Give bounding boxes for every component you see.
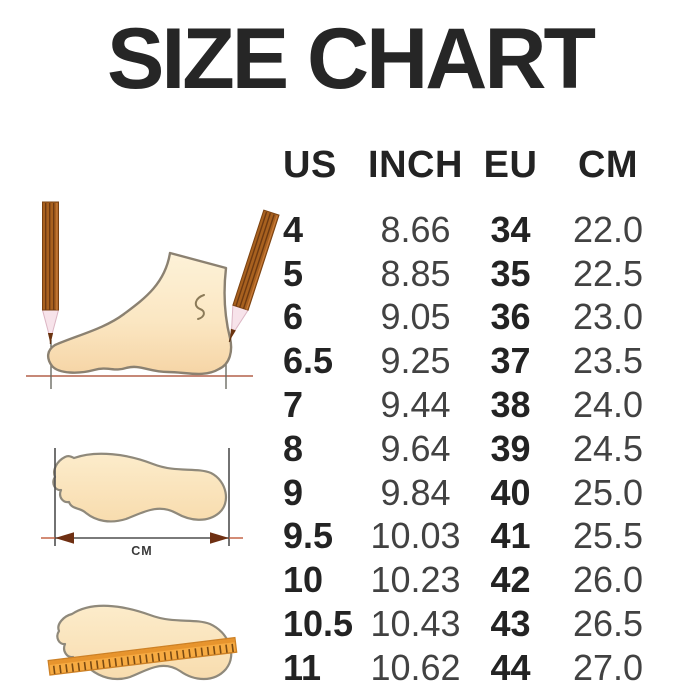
table-row: 9.5 10.03 41 25.5 xyxy=(283,515,673,559)
table-cell: 10 xyxy=(283,559,324,601)
ankle-line xyxy=(194,294,205,320)
table-cell: 5 xyxy=(283,252,304,294)
table-cell: 37 xyxy=(490,340,531,382)
table-cell: 4 xyxy=(283,208,304,250)
table-cell: 9.64 xyxy=(380,427,451,469)
ruler-icon xyxy=(47,636,238,676)
page-title: SIZE CHART xyxy=(107,11,596,107)
footprint-ruler-illustration xyxy=(47,604,238,681)
table-row: 8 9.64 39 24.5 xyxy=(283,427,673,471)
table-row: 10 10.23 42 26.0 xyxy=(283,558,673,602)
table-cell: 11 xyxy=(283,646,322,688)
table-cell: 9.05 xyxy=(380,296,451,338)
size-table-body: 4 8.66 34 22.0 5 8.85 35 22.5 6 9.05 36 23.0 6.5 9.25… xyxy=(283,208,673,690)
foot-measure-illustration xyxy=(26,201,280,389)
table-cell: 22.0 xyxy=(572,208,644,250)
table-header-row: US INCH EU CM xyxy=(283,142,673,188)
table-cell: 6 xyxy=(283,296,304,338)
table-cell: 40 xyxy=(490,471,531,513)
table-row: 5 8.85 35 22.5 xyxy=(283,252,673,296)
table-cell: 44 xyxy=(490,646,531,688)
table-row: 10.5 10.43 43 26.5 xyxy=(283,602,673,646)
table-row: 9 9.84 40 25.0 xyxy=(283,471,673,515)
table-cell: 35 xyxy=(490,252,531,294)
table-cell: 10.23 xyxy=(370,559,461,601)
table-row: 6 9.05 36 23.0 xyxy=(283,296,673,340)
column-header-eu: EU xyxy=(483,144,538,186)
table-cell: 10.43 xyxy=(370,603,461,645)
table-cell: 10.62 xyxy=(370,646,461,688)
table-cell: 41 xyxy=(490,515,531,557)
table-cell: 6.5 xyxy=(283,340,334,382)
table-cell: 22.5 xyxy=(572,252,644,294)
cm-unit-label: CM xyxy=(131,544,152,558)
table-row: 6.5 9.25 37 23.5 xyxy=(283,339,673,383)
table-cell: 34 xyxy=(490,208,531,250)
table-row: 11 10.62 44 27.0 xyxy=(283,646,673,690)
column-header-us: US xyxy=(283,144,337,186)
table-cell: 9.84 xyxy=(380,471,451,513)
column-header-cm: CM xyxy=(577,144,639,186)
table-row: 7 9.44 38 24.0 xyxy=(283,383,673,427)
table-cell: 23.0 xyxy=(572,296,644,338)
table-cell: 38 xyxy=(490,384,531,426)
pencil-icon xyxy=(228,209,280,343)
table-cell: 24.5 xyxy=(572,427,644,469)
table-row: 4 8.66 34 22.0 xyxy=(283,208,673,252)
table-cell: 36 xyxy=(490,296,531,338)
column-header-inch: INCH xyxy=(368,144,463,186)
table-cell: 26.5 xyxy=(572,603,644,645)
footprint-length-illustration: CM xyxy=(41,448,243,558)
table-cell: 9.5 xyxy=(283,515,334,557)
table-cell: 9.25 xyxy=(380,340,451,382)
table-cell: 39 xyxy=(490,427,531,469)
foot-side-icon xyxy=(47,251,233,376)
table-cell: 25.5 xyxy=(572,515,644,557)
size-table: US INCH EU CM 4 8.66 34 22.0 5 8.85 35 22.5 6 9.0… xyxy=(283,142,673,690)
table-cell: 26.0 xyxy=(572,559,644,601)
table-cell: 27.0 xyxy=(572,646,644,688)
table-cell: 24.0 xyxy=(572,384,644,426)
table-cell: 7 xyxy=(283,384,304,426)
table-cell: 42 xyxy=(490,559,531,601)
measure-arrow-icon xyxy=(41,532,243,544)
table-cell: 43 xyxy=(490,603,531,645)
table-cell: 23.5 xyxy=(572,340,644,382)
table-cell: 8.85 xyxy=(380,252,451,294)
footprint-icon xyxy=(52,452,228,523)
table-cell: 9 xyxy=(283,471,304,513)
pencil-icon xyxy=(41,201,60,344)
table-cell: 9.44 xyxy=(380,384,451,426)
table-cell: 10.03 xyxy=(370,515,461,557)
table-cell: 8.66 xyxy=(380,208,451,250)
table-cell: 8 xyxy=(283,427,304,469)
table-cell: 25.0 xyxy=(572,471,644,513)
table-cell: 10.5 xyxy=(283,603,354,645)
